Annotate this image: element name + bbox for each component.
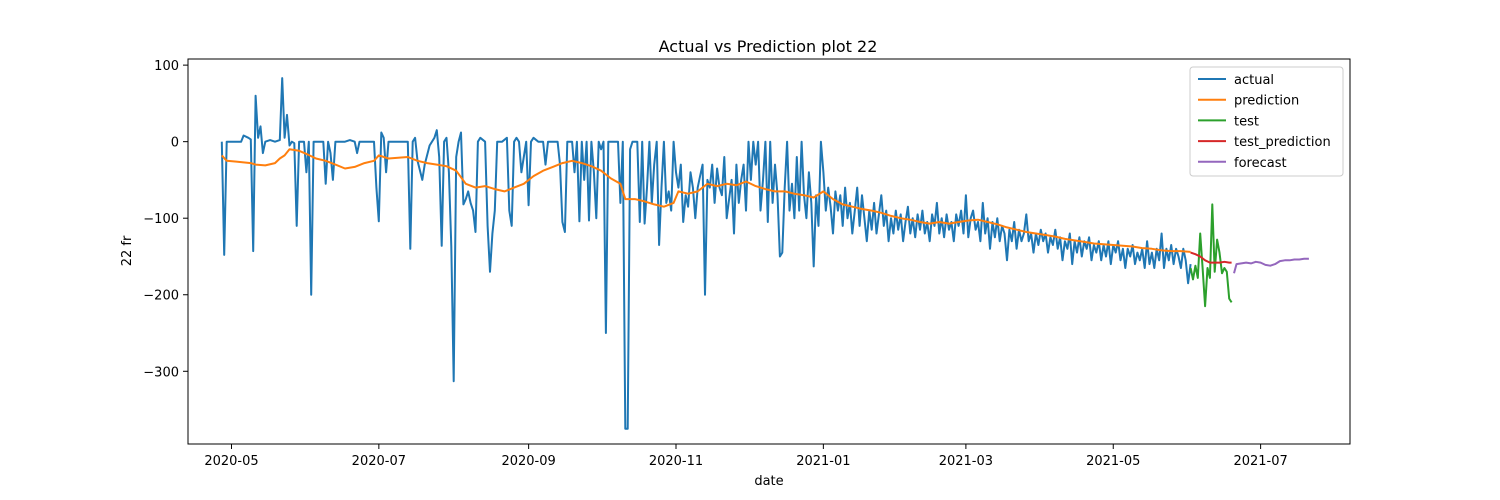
series-line-forecast — [1233, 257, 1309, 274]
legend-label: actual — [1234, 73, 1274, 88]
legend-label: forecast — [1234, 156, 1287, 171]
series-line-test — [1189, 203, 1233, 308]
y-tick-label: −200 — [143, 289, 179, 304]
plot-frame — [187, 58, 1351, 445]
y-tick-label: 100 — [154, 59, 179, 74]
x-tick-label: 2020-09 — [501, 454, 555, 469]
y-tick-label: 0 — [171, 136, 179, 151]
x-tick-label: 2021-05 — [1086, 454, 1140, 469]
x-tick-label: 2020-11 — [649, 454, 703, 469]
legend-label: prediction — [1234, 94, 1299, 109]
legend-label: test_prediction — [1234, 135, 1331, 150]
chart-title: Actual vs Prediction plot 22 — [659, 37, 878, 56]
legend-label: test — [1234, 114, 1259, 129]
x-tick-label: 2021-01 — [796, 454, 850, 469]
x-tick-label: 2020-05 — [204, 454, 258, 469]
x-axis-label: date — [754, 474, 783, 489]
y-axis: 100 0 −100 −200 −300 — [143, 59, 188, 380]
y-axis-label: 22 fr — [120, 235, 135, 266]
y-tick-label: −300 — [143, 365, 179, 380]
x-tick-label: 2020-07 — [352, 454, 406, 469]
series-line-actual — [220, 77, 1192, 430]
x-tick-label: 2021-03 — [939, 454, 993, 469]
y-tick-label: −100 — [143, 212, 179, 227]
x-tick-label: 2021-07 — [1233, 454, 1287, 469]
legend: actual prediction test test_predictionforec… — [1189, 66, 1344, 177]
legend-box — [1189, 66, 1344, 177]
series-line-prediction — [221, 148, 1191, 253]
series-layer — [220, 77, 1309, 430]
x-axis: 2020-05 2020-07 2020-09 2020-11 2021-01 2021-… — [204, 444, 1288, 469]
series-line-test-prediction — [1190, 251, 1232, 264]
